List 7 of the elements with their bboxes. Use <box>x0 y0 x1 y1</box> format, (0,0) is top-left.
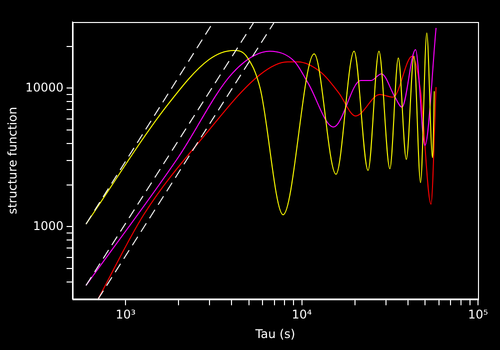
x-tick-label: 10⁴ <box>292 308 312 322</box>
x-axis-title: Tau (s) <box>254 326 296 341</box>
y-tick-label: 10000 <box>25 80 64 94</box>
x-tick-label: 10⁵ <box>468 308 488 322</box>
y-tick-label: 1000 <box>33 218 64 233</box>
x-tick-label: 10³ <box>116 308 136 322</box>
y-axis-title: structure function <box>5 106 20 214</box>
